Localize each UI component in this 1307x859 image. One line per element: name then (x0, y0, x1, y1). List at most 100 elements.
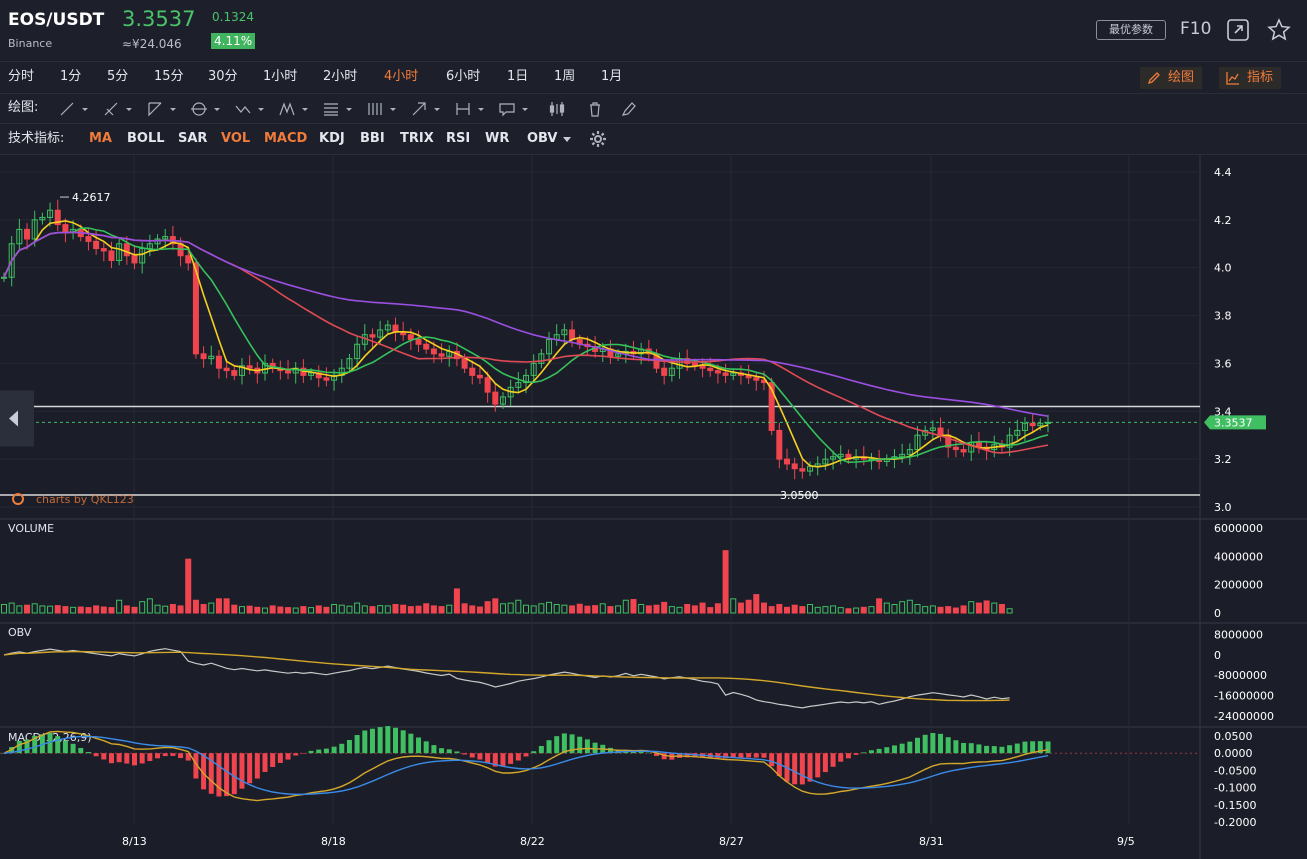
volume-bar-30 (231, 604, 238, 614)
timeframe-tab-3[interactable]: 15分 (154, 69, 184, 84)
macd-hist-79 (607, 747, 613, 754)
indicator-boll[interactable]: BOLL (127, 131, 165, 146)
indicator-bbi[interactable]: BBI (360, 131, 385, 146)
indicator-macd[interactable]: MACD (264, 131, 308, 146)
indicator-kdj[interactable]: KDJ (319, 131, 345, 146)
obv-dropdown-icon[interactable] (562, 136, 572, 144)
timeframe-tab-4[interactable]: 30分 (208, 69, 238, 84)
macd-hist-98 (753, 753, 759, 758)
fib-tool-icon[interactable] (324, 103, 352, 116)
gann-tool-icon[interactable] (368, 103, 396, 115)
macd-hist-120 (922, 734, 928, 754)
macd-hist-16 (124, 753, 130, 764)
optimal-params-button[interactable]: 最优参数 (1096, 20, 1166, 40)
candle-11 (85, 236, 92, 242)
circle-tool-icon[interactable] (191, 102, 220, 116)
macd-hist-72 (554, 736, 560, 754)
timeframe-tab-2[interactable]: 5分 (107, 69, 129, 84)
indicator-ma[interactable]: MA (89, 131, 112, 146)
macd-hist-15 (116, 753, 122, 763)
macd-hist-26 (201, 753, 207, 790)
timeframe-tab-11[interactable]: 1月 (601, 69, 623, 84)
volume-bar-58 (446, 604, 453, 614)
candle-4 (31, 219, 38, 240)
macd-hist-94 (723, 753, 729, 759)
volume-bar-44 (338, 604, 345, 614)
candle-tool-icon[interactable] (549, 102, 565, 116)
volume-bar-96 (737, 602, 744, 614)
fullscreen-icon[interactable] (1226, 18, 1250, 42)
price-change: 0.1324 (212, 10, 254, 24)
candle-21 (162, 236, 169, 240)
draw-button[interactable]: 绘图 (1140, 67, 1203, 89)
macd-hist-22 (170, 753, 176, 756)
comment-tool-icon[interactable] (499, 103, 528, 117)
macd-hist-68 (523, 753, 529, 757)
timeframe-tab-1[interactable]: 1分 (60, 69, 82, 84)
measure-tool-icon[interactable] (456, 103, 484, 115)
volume-bar-17 (131, 606, 138, 614)
indicator-obv[interactable]: OBV (527, 131, 558, 146)
indicator-trix[interactable]: TRIX (400, 131, 434, 146)
volume-bar-67 (515, 599, 522, 614)
timeframe-tab-6[interactable]: 2小时 (323, 69, 358, 84)
candle-69 (530, 362, 537, 376)
ticker-header: EOS/USDT Binance 3.3537 ≈¥24.046 0.1324 … (0, 0, 1307, 62)
volume-bar-66 (507, 602, 514, 614)
volume-bar-87 (668, 606, 675, 614)
timeframe-tab-9[interactable]: 1日 (507, 69, 529, 84)
macd-hist-130 (999, 746, 1005, 754)
exchange-name: Binance (8, 37, 53, 50)
ma-line-10 (3, 227, 1049, 464)
volume-bar-32 (246, 605, 253, 614)
arrow-tool-icon[interactable] (412, 102, 440, 116)
volume-bar-120 (922, 606, 929, 614)
wave-tool-icon[interactable] (235, 105, 264, 114)
timeframe-tab-5[interactable]: 1小时 (263, 69, 298, 84)
timeframe-tab-0[interactable]: 分时 (8, 69, 35, 84)
volume-bar-75 (576, 603, 583, 614)
volume-bar-77 (592, 605, 599, 614)
volume-bar-20 (154, 604, 161, 614)
trash-icon[interactable] (590, 102, 600, 117)
line-tool-icon[interactable] (60, 102, 88, 116)
macd-hist-119 (915, 737, 920, 754)
macd-hist-110 (845, 753, 851, 759)
gear-icon[interactable] (589, 130, 607, 148)
volume-bar-21 (162, 605, 169, 614)
timeframe-tab-10[interactable]: 1周 (554, 69, 576, 84)
macd-hist-100 (769, 753, 775, 767)
volume-bar-25 (192, 599, 199, 614)
channel-tool-icon[interactable] (148, 102, 176, 117)
macd-hist-117 (899, 743, 905, 754)
macd-hist-35 (270, 753, 276, 768)
obv-tick-1: 0 (1214, 649, 1221, 662)
candle-92 (707, 367, 714, 372)
indicator-vol[interactable]: VOL (221, 131, 251, 146)
volume-bar-2 (16, 605, 23, 614)
timeframe-tab-8[interactable]: 6小时 (446, 69, 481, 84)
price-tick-5: 3.4 (1214, 405, 1232, 418)
f10-button[interactable]: F10 (1180, 19, 1212, 39)
macd-hist-115 (884, 747, 890, 754)
volume-bar-90 (691, 605, 698, 614)
volume-bar-119 (914, 604, 921, 614)
indicator-wr[interactable]: WR (485, 131, 510, 146)
volume-bar-70 (538, 603, 545, 614)
volume-bar-57 (438, 606, 445, 614)
timeframe-tab-7[interactable]: 4小时 (384, 69, 419, 84)
indicator-sar[interactable]: SAR (178, 131, 208, 146)
macd-hist-75 (577, 736, 583, 754)
volume-bar-9 (70, 606, 77, 614)
volume-bar-91 (699, 602, 706, 614)
chart-area[interactable]: 4.4 4.2 4.0 3.8 3.6 3.4 3.2 3.0 3.3537 4.2617 3.05… (0, 155, 1307, 859)
candlestick-chart[interactable]: 4.4 4.2 4.0 3.8 3.6 3.4 3.2 3.0 3.3537 4.2617 3.05… (0, 155, 1307, 859)
macd-hist-136 (1045, 741, 1051, 754)
candle-37 (285, 370, 292, 374)
star-icon[interactable] (1267, 18, 1291, 42)
indicator-button[interactable]: 指标 (1219, 67, 1282, 89)
eraser-icon[interactable] (621, 102, 636, 116)
indicator-rsi[interactable]: RSI (446, 131, 471, 146)
ray-tool-icon[interactable] (104, 102, 132, 116)
pattern-tool-icon[interactable] (279, 102, 308, 116)
